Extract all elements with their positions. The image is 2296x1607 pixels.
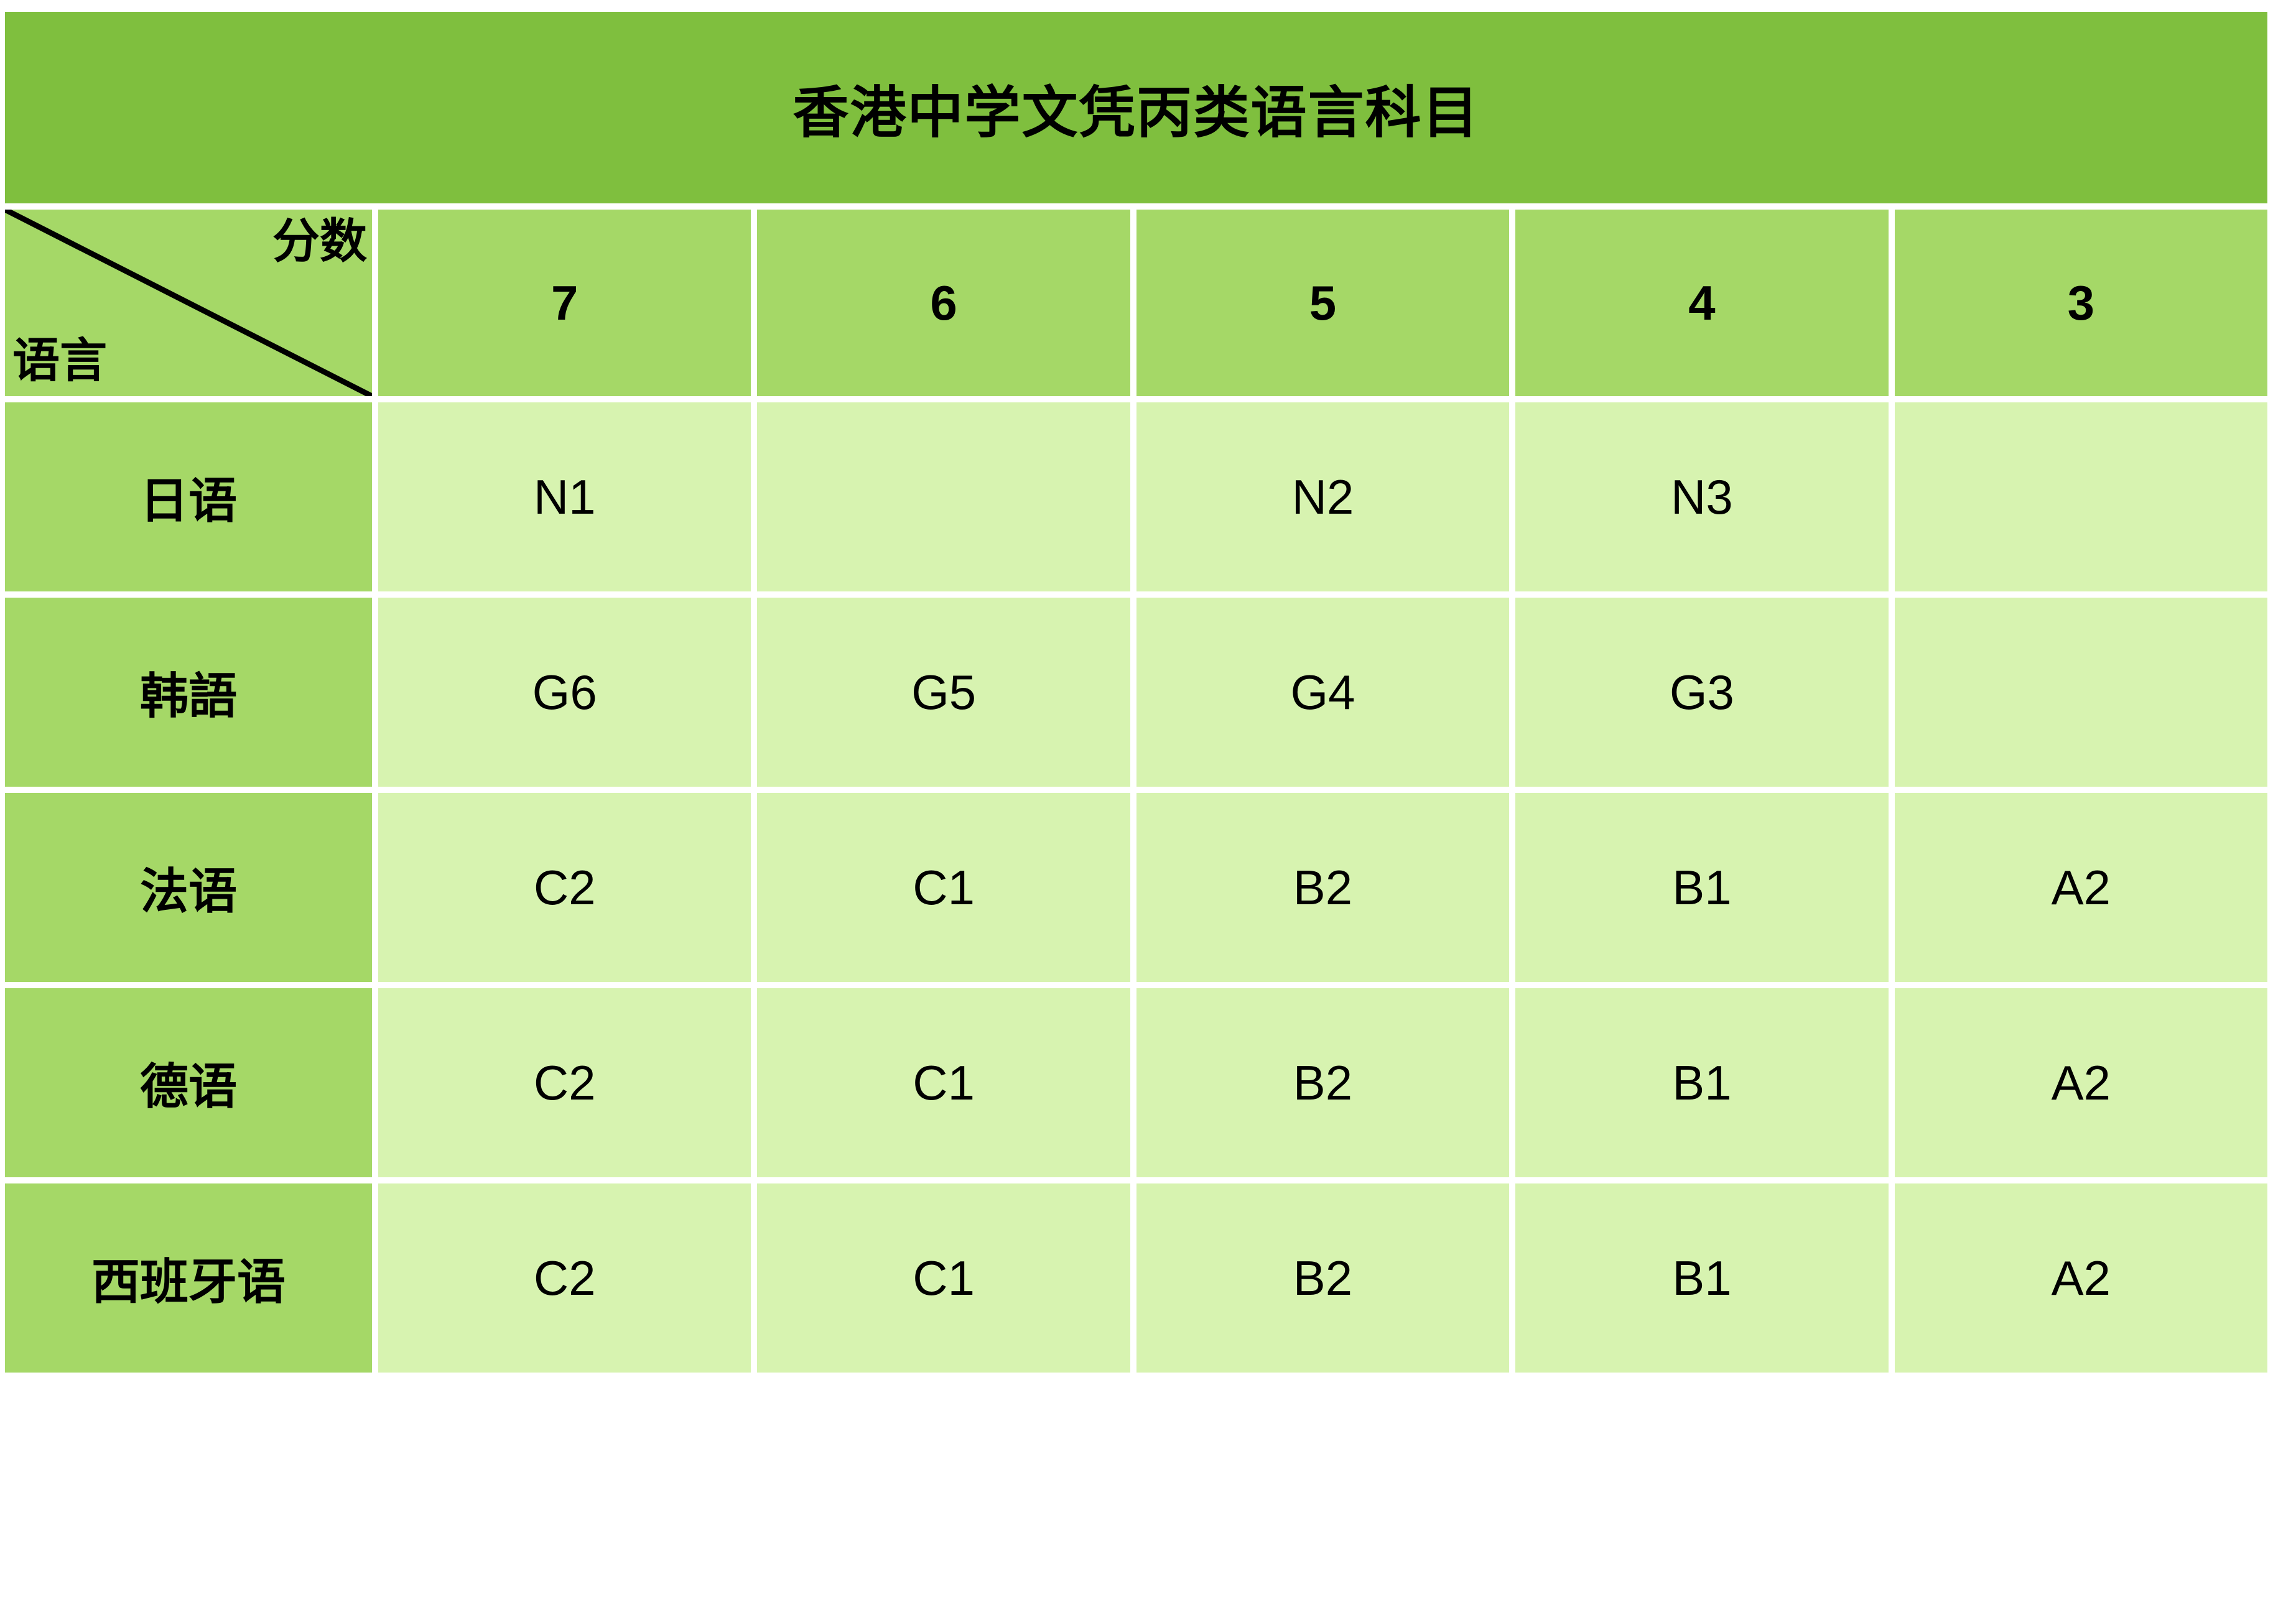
corner-score-label: 分数 bbox=[272, 215, 367, 268]
language-score-table: 香港中学文凭丙类语言科目 分数 语言 7 6 5 4 3 日语 N1 N2 N3 bbox=[5, 12, 2267, 1373]
value-cell: G4 bbox=[1136, 598, 1510, 787]
language-label-japanese: 日语 bbox=[5, 402, 372, 591]
value-cell: C2 bbox=[378, 988, 751, 1177]
value-cell: B2 bbox=[1136, 988, 1510, 1177]
value-cell bbox=[1894, 402, 2267, 591]
value-cell: B2 bbox=[1136, 793, 1510, 982]
diagonal-divider-line bbox=[5, 210, 372, 396]
value-cell: B1 bbox=[1515, 1183, 1889, 1373]
table-title-band: 香港中学文凭丙类语言科目 bbox=[5, 12, 2267, 203]
score-header-7: 7 bbox=[378, 210, 751, 396]
value-cell: A2 bbox=[1894, 793, 2267, 982]
language-label-german: 德语 bbox=[5, 988, 372, 1177]
value-cell: A2 bbox=[1894, 1183, 2267, 1373]
value-cell: N2 bbox=[1136, 402, 1510, 591]
score-header-4: 4 bbox=[1515, 210, 1889, 396]
table-title: 香港中学文凭丙类语言科目 bbox=[792, 82, 1480, 144]
value-cell: C2 bbox=[378, 793, 751, 982]
corner-language-label: 语言 bbox=[12, 335, 107, 388]
value-cell: G5 bbox=[757, 598, 1130, 787]
value-cell bbox=[1894, 598, 2267, 787]
value-cell: C1 bbox=[757, 1183, 1130, 1373]
value-cell: B2 bbox=[1136, 1183, 1510, 1373]
value-cell: B1 bbox=[1515, 988, 1889, 1177]
language-label-korean: 韩語 bbox=[5, 598, 372, 787]
score-header-5: 5 bbox=[1136, 210, 1510, 396]
score-header-3: 3 bbox=[1894, 210, 2267, 396]
value-cell: N1 bbox=[378, 402, 751, 591]
value-cell: G3 bbox=[1515, 598, 1889, 787]
score-header-6: 6 bbox=[757, 210, 1130, 396]
language-label-french: 法语 bbox=[5, 793, 372, 982]
value-cell: C2 bbox=[378, 1183, 751, 1373]
value-cell: C1 bbox=[757, 988, 1130, 1177]
language-label-spanish: 西班牙语 bbox=[5, 1183, 372, 1373]
value-cell: A2 bbox=[1894, 988, 2267, 1177]
value-cell: B1 bbox=[1515, 793, 1889, 982]
corner-header-cell: 分数 语言 bbox=[5, 210, 372, 396]
value-cell: N3 bbox=[1515, 402, 1889, 591]
value-cell: C1 bbox=[757, 793, 1130, 982]
value-cell bbox=[757, 402, 1130, 591]
value-cell: G6 bbox=[378, 598, 751, 787]
table-grid: 分数 语言 7 6 5 4 3 日语 N1 N2 N3 韩語 G6 G5 G4 … bbox=[5, 210, 2267, 1373]
